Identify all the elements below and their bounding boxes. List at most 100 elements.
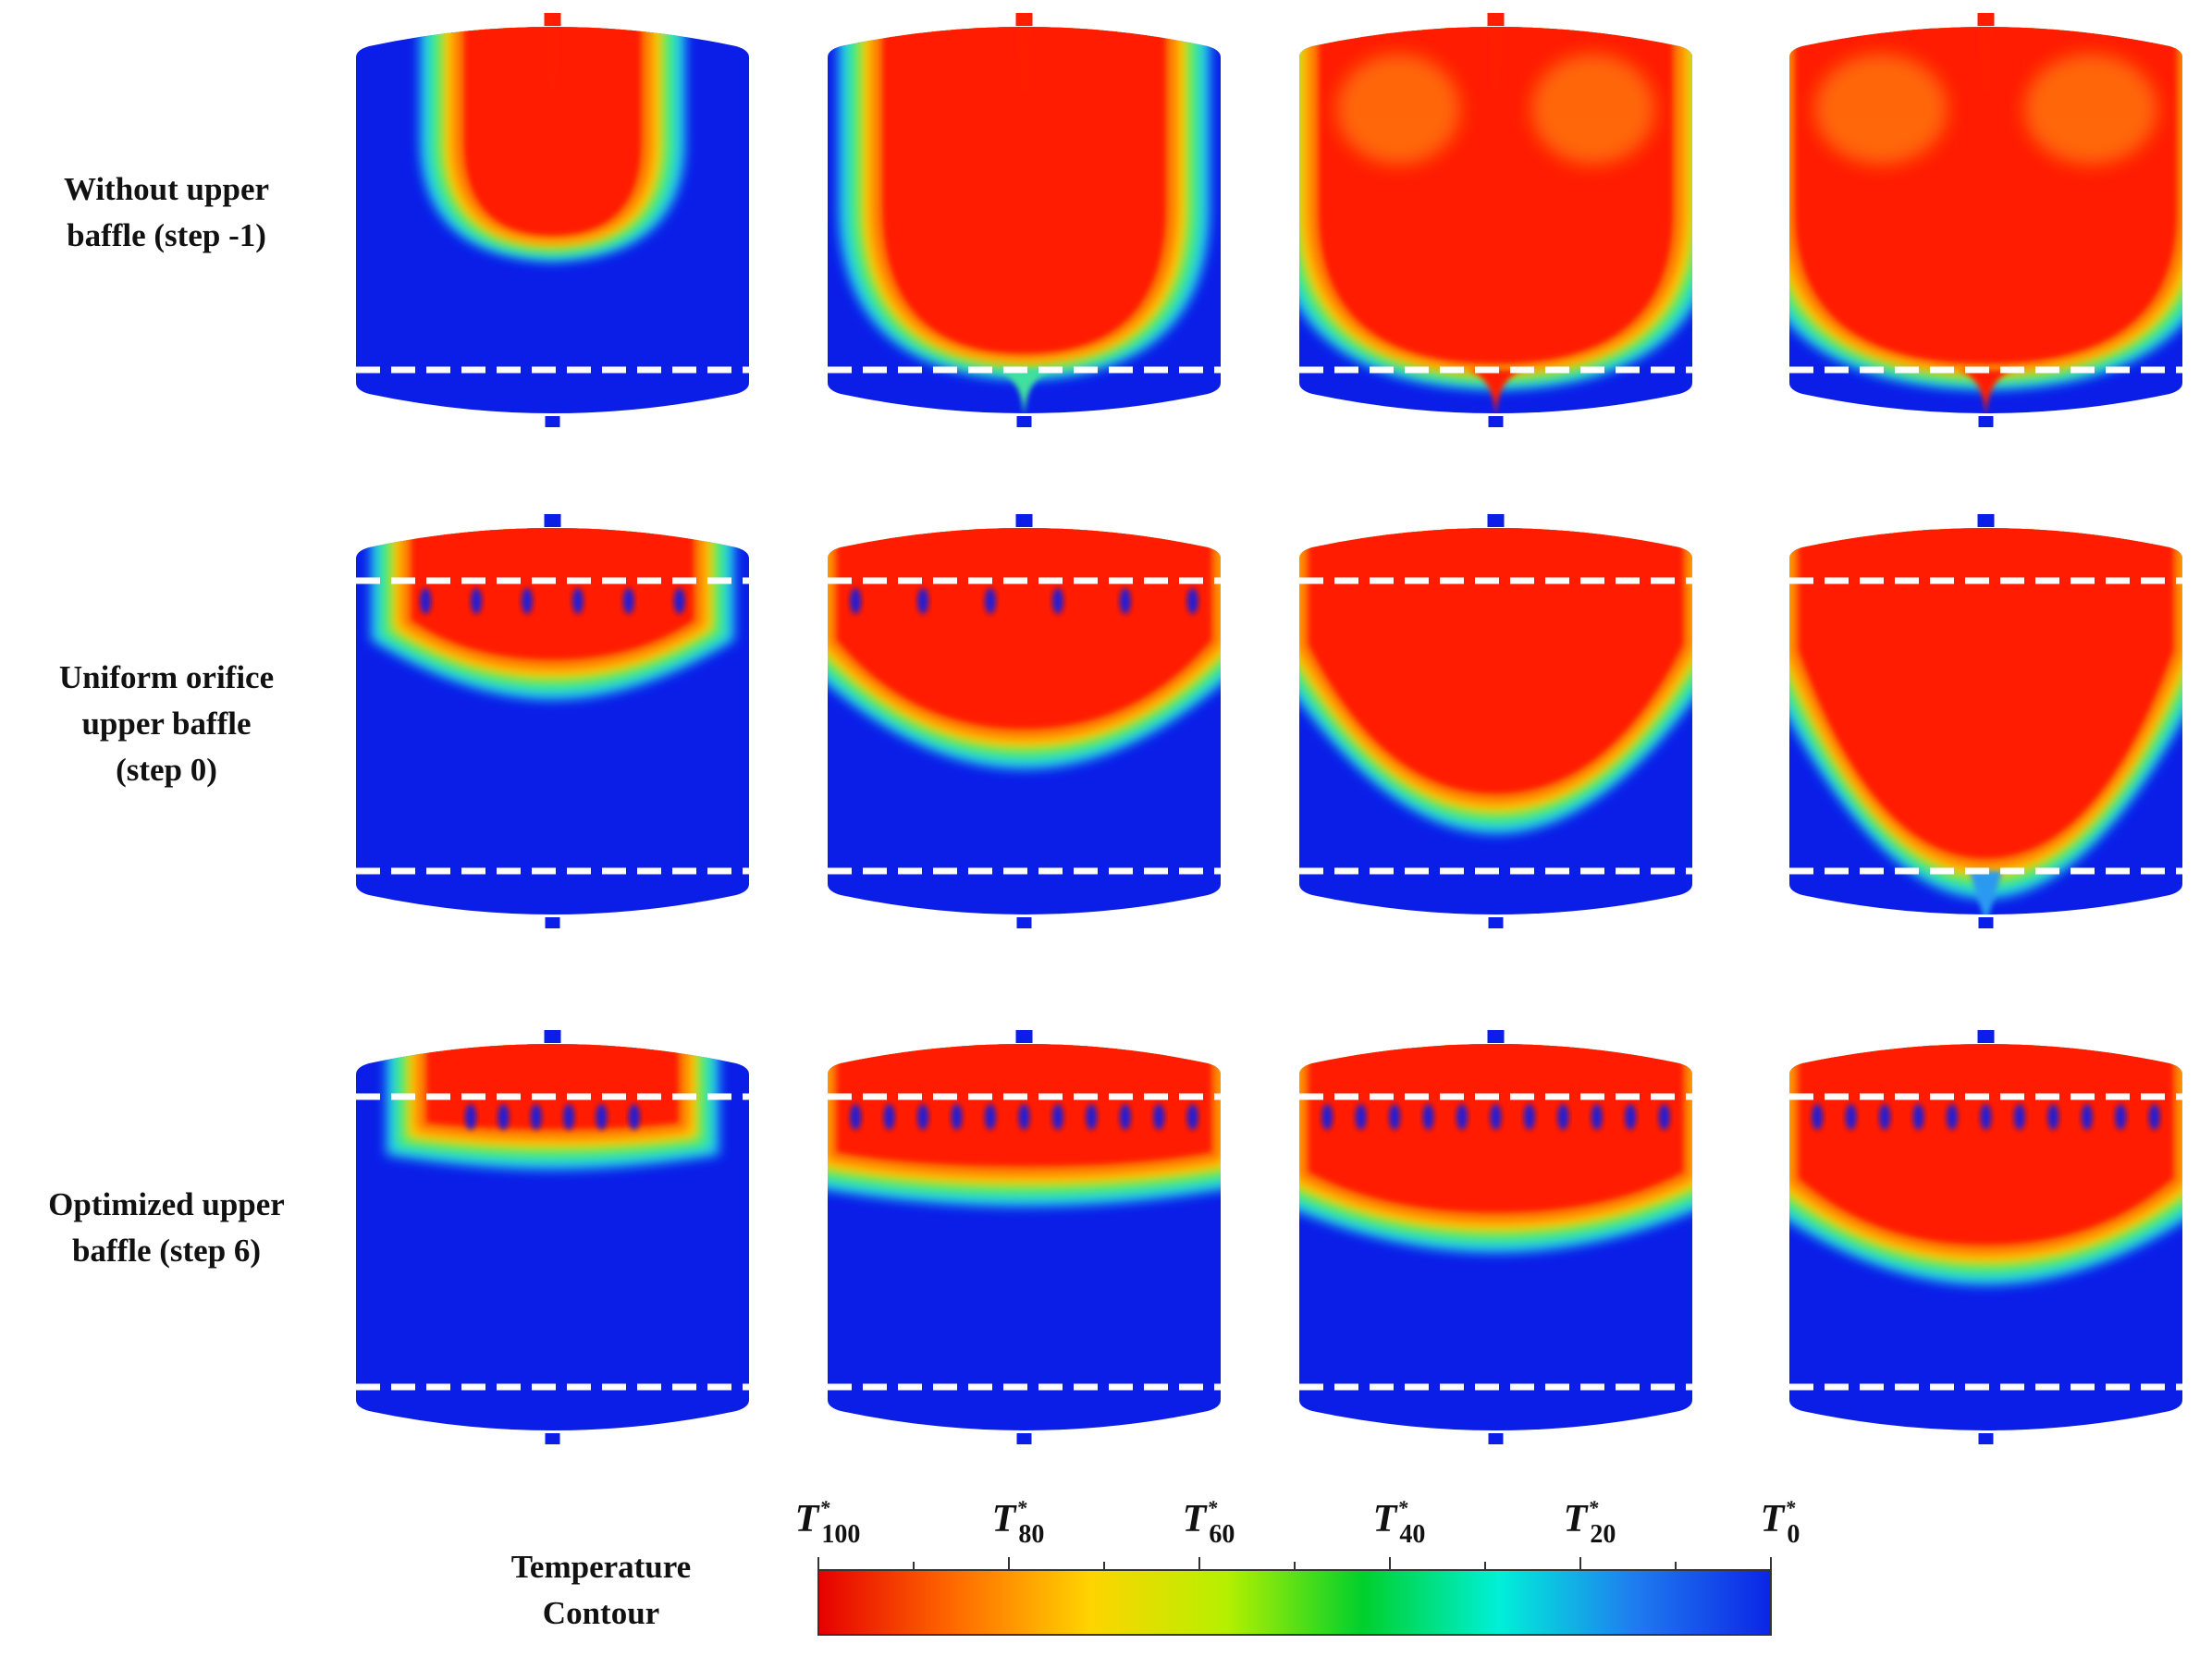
warm-eddy <box>1336 54 1461 165</box>
orifice-finger <box>530 1104 542 1130</box>
orifice-finger <box>420 588 432 614</box>
tick-superscript: * <box>819 1496 830 1519</box>
tank-body <box>1299 27 1692 413</box>
orifice-finger <box>1051 588 1063 614</box>
inlet-nozzle <box>1977 13 1995 26</box>
orifice-finger <box>1456 1104 1469 1130</box>
tank-uniform-step-2 <box>828 514 1221 928</box>
orifice-finger <box>1625 1104 1637 1130</box>
legend-gradient-bar <box>817 1569 1772 1636</box>
outlet-nozzle <box>1016 1433 1032 1444</box>
outlet-plume <box>996 370 1052 413</box>
tick-subscript: 40 <box>1399 1520 1426 1549</box>
orifice-finger <box>2148 1104 2160 1130</box>
orifice-finger <box>1812 1104 1824 1130</box>
orifice-finger <box>1119 588 1131 614</box>
orifice-finger <box>1321 1104 1333 1130</box>
tank-optimized-step-2 <box>828 1030 1221 1444</box>
tank-uniform-step-4 <box>1789 514 2182 928</box>
orifice-finger <box>985 1104 997 1130</box>
orifice-finger <box>1490 1104 1502 1130</box>
orifice-finger <box>1879 1104 1891 1130</box>
outlet-nozzle <box>1016 416 1032 427</box>
legend-tick-label: T*60 <box>1183 1496 1235 1550</box>
tick-subscript: 0 <box>1787 1520 1800 1549</box>
orifice-finger <box>498 1104 510 1130</box>
tick-symbol: T <box>1563 1498 1588 1540</box>
outlet-nozzle <box>1978 416 1994 427</box>
tank-uniform-step-1 <box>356 514 749 928</box>
tank-optimized-step-4 <box>1789 1030 2182 1444</box>
inlet-nozzle <box>1487 514 1505 527</box>
inlet-nozzle <box>544 13 561 26</box>
legend-title: Temperature Contour <box>481 1544 721 1637</box>
tank-no_baffle-step-3 <box>1299 13 1692 427</box>
orifice-finger <box>951 1104 963 1130</box>
hot-region <box>1799 1044 2173 1245</box>
inlet-nozzle <box>544 514 561 527</box>
hot-region <box>1799 528 2173 858</box>
outlet-nozzle <box>545 1433 560 1444</box>
outlet-nozzle <box>1978 1433 1994 1444</box>
inlet-nozzle <box>1487 13 1505 26</box>
hot-region <box>837 528 1211 729</box>
outlet-plume <box>1468 370 1524 413</box>
orifice-finger <box>1980 1104 1992 1130</box>
orifice-finger <box>1086 1104 1098 1130</box>
inlet-jet <box>1487 27 1505 91</box>
tick-symbol: T <box>991 1498 1016 1540</box>
inlet-nozzle <box>1487 1030 1505 1043</box>
legend-tick-label: T*80 <box>992 1496 1045 1550</box>
tick-subscript: 100 <box>821 1520 861 1549</box>
tick-superscript: * <box>1397 1496 1408 1519</box>
legend-tick-label: T*20 <box>1564 1496 1616 1550</box>
row-label-line: Uniform orifice <box>58 659 275 695</box>
orifice-finger <box>1658 1104 1670 1130</box>
orifice-finger <box>522 588 534 614</box>
inlet-nozzle <box>1977 514 1995 527</box>
orifice-finger <box>622 588 634 614</box>
orifice-finger <box>1389 1104 1401 1130</box>
tank-uniform-step-3 <box>1299 514 1692 928</box>
orifice-finger <box>628 1104 640 1130</box>
hot-region <box>463 27 642 236</box>
outlet-plume <box>1969 871 2003 914</box>
orifice-finger <box>1947 1104 1959 1130</box>
outlet-nozzle <box>1016 917 1032 928</box>
tick-superscript: * <box>1016 1496 1027 1519</box>
tank-body <box>1789 1044 2182 1430</box>
outlet-nozzle <box>1488 1433 1504 1444</box>
hot-region <box>882 27 1166 354</box>
row-label-uniform: Uniform orifice upper baffle (step 0) <box>0 655 333 793</box>
outlet-nozzle <box>545 416 560 427</box>
orifice-finger <box>1523 1104 1535 1130</box>
orifice-finger <box>883 1104 895 1130</box>
outlet-nozzle <box>1488 917 1504 928</box>
inlet-nozzle <box>544 1030 561 1043</box>
warm-eddy <box>1530 54 1655 165</box>
legend-tick-label: T*40 <box>1373 1496 1426 1550</box>
row-label-line: baffle (step 6) <box>71 1233 262 1269</box>
orifice-finger <box>471 588 483 614</box>
orifice-finger <box>673 588 685 614</box>
row-label-optimized: Optimized upper baffle (step 6) <box>0 1182 333 1274</box>
tick-superscript: * <box>1207 1496 1218 1519</box>
orifice-finger <box>985 588 997 614</box>
orifice-finger <box>1051 1104 1063 1130</box>
orifice-finger <box>1355 1104 1367 1130</box>
orifice-finger <box>2115 1104 2127 1130</box>
orifice-finger <box>596 1104 608 1130</box>
outlet-nozzle <box>1978 917 1994 928</box>
orifice-finger <box>571 588 584 614</box>
row-label-line: (step 0) <box>116 752 217 788</box>
legend-tick-label: T*0 <box>1761 1496 1800 1550</box>
outlet-plume <box>1958 370 2014 413</box>
tick-subscript: 80 <box>1018 1520 1045 1549</box>
tank-body <box>828 27 1221 413</box>
orifice-finger <box>2047 1104 2059 1130</box>
tick-symbol: T <box>1182 1498 1207 1540</box>
row-label-line: Without upper <box>63 171 270 207</box>
tank-body <box>356 1044 749 1430</box>
inlet-jet <box>544 27 561 91</box>
orifice-finger <box>1018 1104 1030 1130</box>
